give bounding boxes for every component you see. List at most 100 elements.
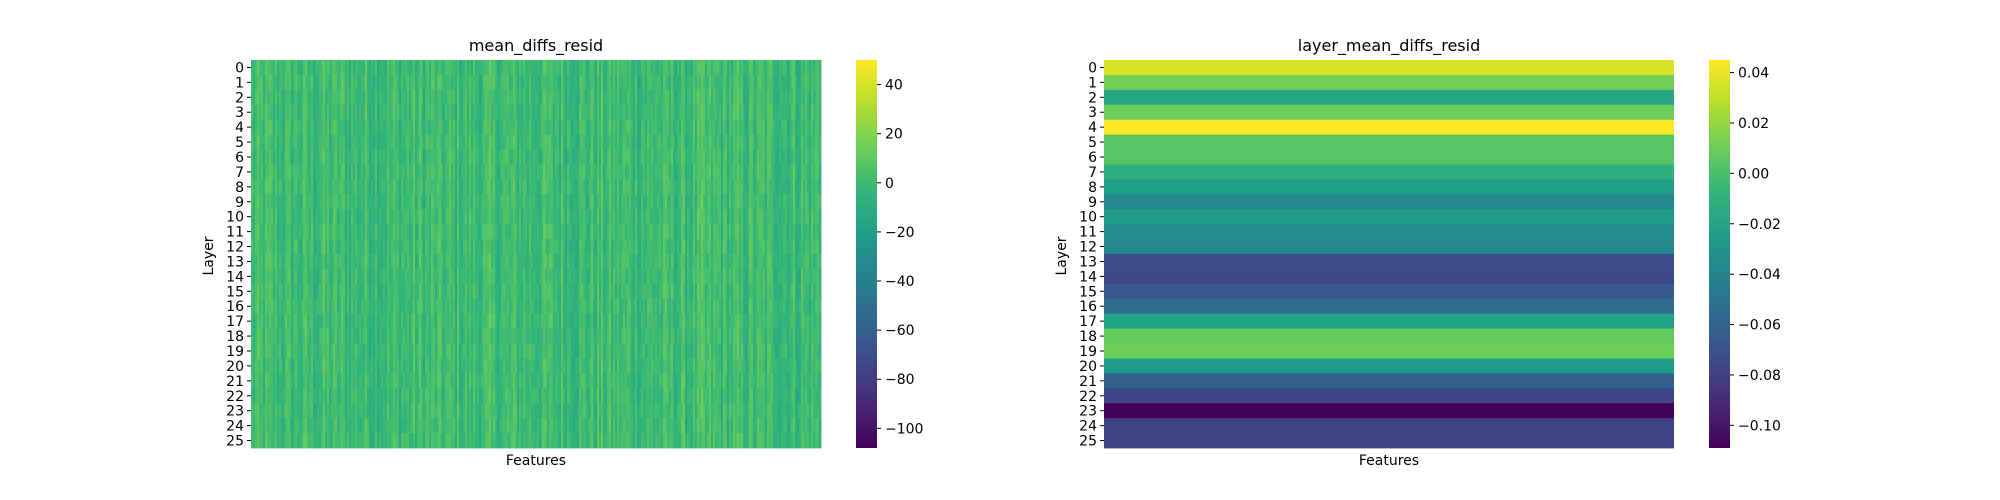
heatmap-cell [733, 89, 736, 106]
heatmap-cell [421, 298, 424, 315]
heatmap-cell [399, 119, 402, 136]
heatmap-cell [503, 313, 506, 330]
heatmap-cell [313, 149, 316, 165]
heatmap-cell [253, 164, 256, 180]
heatmap-cell [491, 298, 494, 315]
heatmap-cell [683, 298, 686, 315]
heatmap-cell [699, 119, 702, 136]
heatmap-cell [759, 104, 762, 121]
heatmap-cell [489, 283, 492, 300]
heatmap-cell [683, 283, 686, 300]
heatmap-cell [803, 119, 806, 136]
heatmap-cell [791, 298, 794, 315]
heatmap-cell [469, 164, 472, 180]
heatmap-cell [817, 60, 820, 76]
heatmap-cell [809, 164, 812, 180]
heatmap-cell [541, 74, 544, 91]
heatmap-cell [409, 194, 412, 210]
heatmap-cell [579, 254, 582, 270]
heatmap-cell [265, 283, 268, 300]
heatmap-cell [379, 74, 382, 91]
heatmap-cell [509, 239, 512, 255]
heatmap-cell [605, 239, 608, 255]
heatmap-cell [505, 104, 508, 121]
heatmap-cell [431, 239, 434, 255]
heatmap-cell [459, 194, 462, 210]
heatmap-cell [429, 179, 432, 195]
heatmap-cell [449, 134, 452, 150]
heatmap-cell [515, 119, 518, 136]
heatmap-cell [391, 179, 394, 195]
heatmap-cell [479, 224, 482, 240]
heatmap-cell [549, 164, 552, 180]
heatmap-cell [317, 268, 320, 285]
heatmap-cell [251, 283, 254, 300]
heatmap-cell [599, 104, 602, 121]
heatmap-cell [275, 89, 278, 106]
heatmap-cell [767, 224, 770, 240]
heatmap-cell [675, 104, 678, 121]
heatmap-cell [729, 268, 732, 285]
heatmap-cell [275, 179, 278, 195]
heatmap-cell [345, 298, 348, 315]
heatmap-cell [495, 224, 498, 240]
heatmap-cell [623, 179, 626, 195]
heatmap-cell [515, 74, 518, 91]
heatmap-cell [315, 149, 318, 165]
heatmap-cell [475, 254, 478, 270]
heatmap-cell [601, 74, 604, 91]
heatmap-cell [403, 239, 406, 255]
heatmap-cell [299, 89, 302, 106]
heatmap-cell [733, 179, 736, 195]
heatmap-cell [507, 283, 510, 300]
heatmap-cell [643, 89, 646, 106]
heatmap-cell [545, 134, 548, 150]
heatmap-cell [771, 239, 774, 255]
heatmap-cell [813, 74, 816, 91]
heatmap-cell [643, 149, 646, 165]
heatmap-cell [727, 224, 730, 240]
heatmap-cell [577, 60, 580, 76]
heatmap-cell [539, 209, 542, 225]
heatmap-cell [481, 74, 484, 91]
heatmap-cell [449, 283, 452, 300]
heatmap-cell [781, 119, 784, 136]
heatmap-cell [593, 104, 596, 121]
heatmap-cell [697, 224, 700, 240]
heatmap-cell [473, 164, 476, 180]
heatmap-cell [753, 283, 756, 300]
heatmap-cell [413, 134, 416, 150]
heatmap-cell [645, 254, 648, 270]
heatmap-cell [673, 268, 676, 285]
heatmap-cell [413, 60, 416, 76]
heatmap-cell [293, 254, 296, 270]
heatmap-cell [485, 149, 488, 165]
heatmap-cell [477, 283, 480, 300]
heatmap-cell [361, 74, 364, 91]
heatmap-cell [707, 134, 710, 150]
heatmap-cell [481, 134, 484, 150]
heatmap-cell [471, 179, 474, 195]
heatmap-cell [417, 134, 420, 150]
heatmap-cell [281, 89, 284, 106]
heatmap-cell [511, 60, 514, 76]
heatmap-cell [331, 268, 334, 285]
heatmap-cell [725, 119, 728, 136]
heatmap-cell [317, 149, 320, 165]
heatmap-cell [281, 239, 284, 255]
heatmap-cell [525, 283, 528, 300]
heatmap-cell [403, 298, 406, 315]
heatmap-cell [733, 239, 736, 255]
heatmap-cell [809, 209, 812, 225]
heatmap-cell [411, 254, 414, 270]
heatmap-cell [663, 104, 666, 121]
heatmap-cell [559, 239, 562, 255]
heatmap-cell [651, 209, 654, 225]
heatmap-cell [809, 179, 812, 195]
heatmap-cell [619, 268, 622, 285]
heatmap-cell [607, 268, 610, 285]
heatmap-cell [429, 119, 432, 136]
heatmap-cell [361, 164, 364, 180]
heatmap-cell [697, 209, 700, 225]
heatmap-cell [437, 134, 440, 150]
